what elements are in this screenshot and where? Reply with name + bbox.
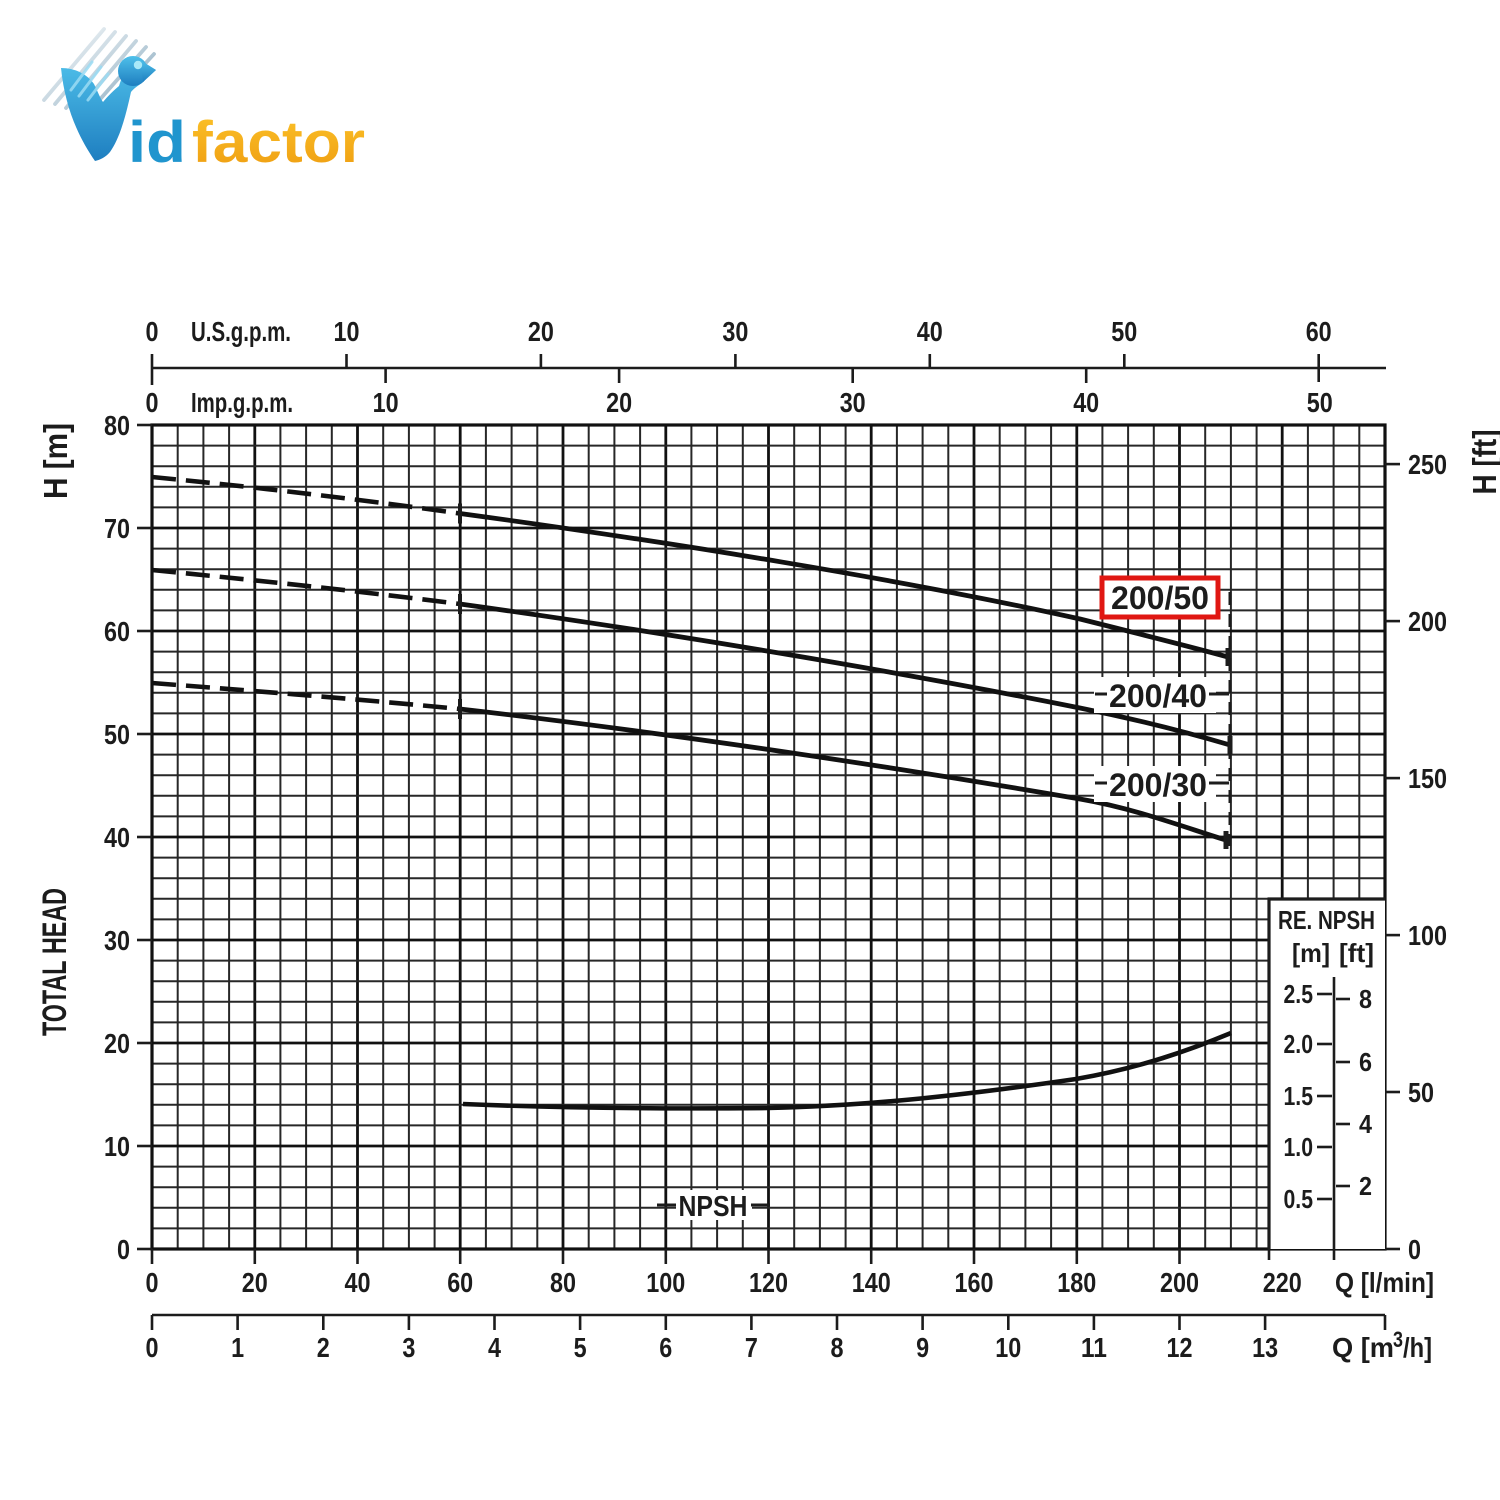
svg-text:Imp.g.p.m.: Imp.g.p.m. [191, 387, 293, 418]
svg-text:Q [m: Q [m [1332, 1332, 1394, 1363]
svg-text:140: 140 [852, 1267, 891, 1298]
svg-text:200/40: 200/40 [1109, 678, 1207, 714]
svg-text:60: 60 [447, 1267, 473, 1298]
svg-text:6: 6 [1359, 1047, 1372, 1077]
svg-text:20: 20 [606, 387, 632, 418]
svg-text:0: 0 [146, 1332, 159, 1363]
svg-text:220: 220 [1263, 1267, 1302, 1298]
svg-text:10: 10 [373, 387, 399, 418]
svg-text:30: 30 [104, 925, 130, 956]
svg-text:40: 40 [1073, 387, 1099, 418]
svg-text:Q [l/min]: Q [l/min] [1335, 1267, 1434, 1298]
svg-text:250: 250 [1408, 449, 1447, 480]
svg-text:10: 10 [995, 1332, 1021, 1363]
svg-text:RE. NPSH: RE. NPSH [1278, 905, 1375, 935]
svg-text:[ft]: [ft] [1339, 938, 1374, 968]
svg-text:10: 10 [334, 316, 360, 347]
svg-text:0: 0 [117, 1234, 130, 1265]
svg-text:3: 3 [1393, 1327, 1403, 1352]
svg-text:2: 2 [1359, 1171, 1372, 1201]
svg-text:60: 60 [104, 616, 130, 647]
svg-text:70: 70 [104, 513, 130, 544]
svg-text:50: 50 [1307, 387, 1333, 418]
svg-text:11: 11 [1081, 1332, 1107, 1363]
svg-text:5: 5 [574, 1332, 587, 1363]
svg-text:200/50: 200/50 [1111, 580, 1209, 616]
svg-text:H [m]: H [m] [37, 423, 74, 499]
svg-text:200: 200 [1160, 1267, 1199, 1298]
svg-text:8: 8 [831, 1332, 844, 1363]
svg-text:TOTAL HEAD: TOTAL HEAD [36, 888, 74, 1036]
svg-text:160: 160 [955, 1267, 994, 1298]
svg-text:2.5: 2.5 [1284, 979, 1314, 1009]
svg-text:80: 80 [104, 410, 130, 441]
svg-text:10: 10 [104, 1131, 130, 1162]
svg-text:40: 40 [345, 1267, 371, 1298]
svg-text:12: 12 [1167, 1332, 1193, 1363]
svg-text:100: 100 [646, 1267, 685, 1298]
svg-text:20: 20 [104, 1028, 130, 1059]
svg-text:8: 8 [1359, 984, 1372, 1014]
svg-text:4: 4 [1359, 1109, 1372, 1139]
svg-text:4: 4 [488, 1332, 501, 1363]
svg-text:100: 100 [1408, 920, 1447, 951]
svg-text:40: 40 [104, 822, 130, 853]
svg-text:6: 6 [659, 1332, 672, 1363]
svg-text:180: 180 [1057, 1267, 1096, 1298]
svg-text:120: 120 [749, 1267, 788, 1298]
svg-text:9: 9 [916, 1332, 929, 1363]
svg-text:30: 30 [840, 387, 866, 418]
svg-text:factor: factor [192, 110, 365, 175]
svg-text:0: 0 [146, 1267, 159, 1298]
svg-text:2.0: 2.0 [1284, 1029, 1314, 1059]
svg-text:1: 1 [231, 1332, 244, 1363]
svg-text:13: 13 [1252, 1332, 1278, 1363]
svg-text:30: 30 [722, 316, 748, 347]
svg-text:80: 80 [550, 1267, 576, 1298]
svg-text:20: 20 [242, 1267, 268, 1298]
svg-text:U.S.g.p.m.: U.S.g.p.m. [191, 316, 291, 347]
svg-text:H [ft]: H [ft] [1466, 430, 1500, 495]
svg-text:60: 60 [1306, 316, 1332, 347]
svg-text:50: 50 [104, 719, 130, 750]
svg-text:3: 3 [402, 1332, 415, 1363]
svg-text:NPSH: NPSH [679, 1191, 748, 1223]
svg-text:id: id [128, 110, 186, 175]
svg-text:0: 0 [1408, 1234, 1421, 1265]
svg-text:7: 7 [745, 1332, 758, 1363]
svg-text:0: 0 [146, 316, 159, 347]
svg-text:200/30: 200/30 [1109, 767, 1207, 803]
svg-text:40: 40 [917, 316, 943, 347]
svg-text:150: 150 [1408, 763, 1447, 794]
svg-text:0.5: 0.5 [1284, 1184, 1314, 1214]
svg-text:0: 0 [146, 387, 159, 418]
svg-text:1.0: 1.0 [1284, 1132, 1314, 1162]
svg-text:1.5: 1.5 [1284, 1081, 1314, 1111]
svg-text:200: 200 [1408, 606, 1447, 637]
svg-text:/h]: /h] [1403, 1332, 1432, 1363]
svg-text:50: 50 [1111, 316, 1137, 347]
svg-text:[m]: [m] [1292, 938, 1330, 968]
svg-text:20: 20 [528, 316, 554, 347]
svg-text:50: 50 [1408, 1077, 1434, 1108]
svg-text:2: 2 [317, 1332, 330, 1363]
